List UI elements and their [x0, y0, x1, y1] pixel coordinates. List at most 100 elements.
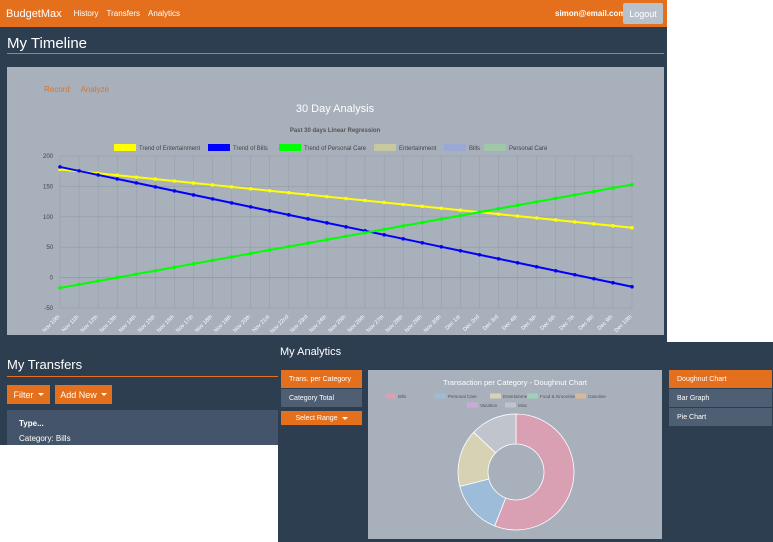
- x-tick-label: Nov 13th: [99, 314, 119, 334]
- x-tick-label: Dec 1st: [444, 314, 462, 332]
- data-point: [401, 224, 406, 228]
- data-point: [401, 237, 406, 241]
- y-tick-label: 50: [46, 245, 53, 251]
- donut-legend-swatch: [505, 402, 516, 408]
- x-tick-label: Nov 10th: [42, 314, 62, 334]
- x-tick-label: Nov 25th: [328, 314, 348, 334]
- data-point: [344, 196, 348, 201]
- data-point: [229, 185, 234, 189]
- data-point: [344, 225, 348, 229]
- data-point: [630, 284, 634, 289]
- transfers-title: My Transfers: [7, 357, 83, 372]
- transfers-section: My Transfers Filter Add New Type... Cate…: [0, 345, 278, 445]
- data-point: [229, 255, 234, 259]
- type-filter-panel[interactable]: Type... Category: Bills: [7, 410, 278, 445]
- analytics-title: My Analytics: [280, 346, 342, 358]
- timeline-tabs: Record Analyze: [44, 85, 118, 94]
- data-point: [267, 248, 272, 252]
- x-tick-label: Dec 6th: [539, 314, 557, 332]
- data-point: [420, 220, 425, 225]
- data-point: [210, 197, 215, 201]
- donut-legend-label: Entertainment: [503, 394, 532, 399]
- data-point: [58, 286, 62, 290]
- x-tick-label: Nov 26th: [347, 314, 367, 334]
- legend-label: Entertainment: [399, 146, 437, 152]
- nav-analytics-link[interactable]: Analytics: [148, 9, 181, 18]
- doughnut-chart-button[interactable]: Doughnut Chart: [669, 370, 772, 388]
- chevron-down-icon: [341, 416, 348, 420]
- nav-transfers-link[interactable]: Transfers: [106, 9, 141, 18]
- pie-chart-button[interactable]: Pie Chart: [669, 408, 772, 426]
- type-label: Type...: [19, 419, 44, 428]
- trans-per-category-button[interactable]: Trans. per Category: [281, 370, 362, 388]
- legend-label: Trend of Bills: [233, 146, 268, 152]
- x-tick-label: Nov 18th: [194, 314, 214, 334]
- line-chart: 30 Day Analysis Past 30 days Linear Regre…: [42, 103, 634, 335]
- data-point: [287, 190, 291, 195]
- user-email[interactable]: simon@email.com: [555, 9, 626, 18]
- donut-legend-label: Misc: [518, 403, 528, 408]
- data-point: [172, 265, 177, 270]
- data-point: [287, 213, 291, 217]
- chevron-down-icon: [37, 393, 44, 396]
- legend-label: Bills: [469, 146, 480, 152]
- x-tick-label: Nov 22nd: [269, 314, 290, 335]
- x-tick-label: Nov 16th: [156, 314, 176, 334]
- data-point: [248, 187, 253, 191]
- data-point: [496, 206, 501, 211]
- data-point: [248, 205, 253, 209]
- data-point: [77, 282, 81, 287]
- type-value: Category: Bills: [19, 434, 71, 443]
- data-point: [344, 234, 348, 239]
- data-point: [496, 256, 501, 261]
- data-point: [325, 194, 329, 199]
- logout-button[interactable]: Logout: [623, 3, 663, 24]
- y-tick-label: 200: [43, 154, 54, 160]
- tab-analyze[interactable]: Analyze: [80, 85, 110, 94]
- x-tick-label: Dec 4th: [501, 314, 519, 332]
- category-total-label: Category Total: [289, 394, 335, 402]
- data-point: [382, 227, 386, 232]
- data-point: [306, 217, 310, 221]
- data-point: [115, 275, 119, 280]
- data-point: [439, 217, 444, 221]
- data-point: [153, 185, 158, 189]
- transfers-divider: [7, 376, 278, 377]
- analytics-section: My Analytics Trans. per Category Categor…: [278, 342, 773, 542]
- y-tick-label: -50: [44, 306, 53, 312]
- filter-button-label: Filter: [13, 389, 34, 400]
- navbar: BudgetMax History Transfers Analytics si…: [0, 0, 667, 27]
- data-point: [592, 276, 596, 281]
- donut-legend-swatch: [467, 402, 478, 408]
- data-point: [134, 181, 139, 185]
- category-total-button[interactable]: Category Total: [281, 389, 362, 407]
- data-point: [287, 244, 291, 249]
- doughnut-chart: Bills Personal Care Entertainment Food & Gr…: [385, 393, 606, 531]
- data-point: [401, 202, 406, 207]
- bar-graph-button[interactable]: Bar Graph: [669, 389, 772, 407]
- donut-legend-swatch: [385, 393, 396, 399]
- data-point: [191, 262, 196, 266]
- add-new-button-label: Add New: [60, 389, 97, 400]
- data-point: [134, 175, 139, 179]
- x-tick-label: Nov 20th: [232, 314, 252, 334]
- legend-swatch: [374, 144, 396, 151]
- nav-history-link[interactable]: History: [73, 9, 99, 18]
- x-tick-label: Nov 19th: [213, 314, 233, 334]
- doughnut-chart-label: Doughnut Chart: [677, 375, 727, 383]
- brand-logo[interactable]: BudgetMax: [6, 7, 62, 20]
- pie-chart-label: Pie Chart: [677, 413, 707, 421]
- tab-record[interactable]: Record: [44, 85, 70, 94]
- data-point: [534, 200, 539, 204]
- add-new-button[interactable]: Add New: [55, 385, 112, 404]
- data-point: [611, 223, 615, 228]
- data-point: [458, 208, 463, 213]
- x-tick-label: Nov 24th: [309, 314, 329, 334]
- data-point: [115, 177, 119, 181]
- data-point: [210, 183, 215, 187]
- data-point: [534, 216, 539, 220]
- filter-button[interactable]: Filter: [7, 385, 50, 404]
- x-tick-label: Dec 2nd: [462, 314, 481, 333]
- select-range-button[interactable]: Select Range: [281, 411, 362, 425]
- data-point: [96, 173, 100, 177]
